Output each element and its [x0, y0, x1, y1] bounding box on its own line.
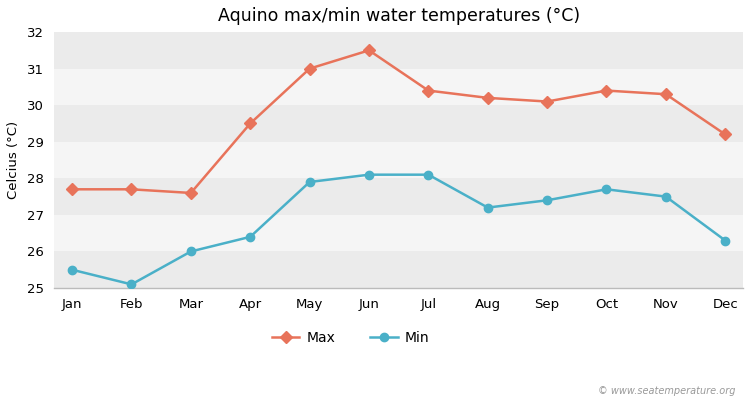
Min [721, 238, 730, 243]
Min [364, 172, 374, 177]
Max [127, 187, 136, 192]
Max [364, 48, 374, 53]
Max [246, 121, 255, 126]
Bar [54, 32, 743, 69]
Bar [54, 178, 743, 215]
Bar [54, 215, 743, 252]
Max [721, 132, 730, 137]
Min [305, 180, 314, 184]
Text: © www.seatemperature.org: © www.seatemperature.org [598, 386, 735, 396]
Bar [54, 142, 743, 178]
Max [68, 187, 76, 192]
Max [424, 88, 433, 93]
Bar [54, 105, 743, 142]
Max [305, 66, 314, 71]
Legend: Max, Min: Max, Min [266, 326, 435, 351]
Bar [54, 69, 743, 105]
Min [127, 282, 136, 287]
Min [186, 249, 195, 254]
Bar [54, 252, 743, 288]
Max [186, 190, 195, 195]
Line: Max: Max [68, 46, 730, 197]
Min [602, 187, 611, 192]
Max [542, 99, 551, 104]
Max [483, 96, 492, 100]
Title: Aquino max/min water temperatures (°C): Aquino max/min water temperatures (°C) [217, 7, 580, 25]
Min [662, 194, 670, 199]
Line: Min: Min [68, 170, 730, 288]
Min [424, 172, 433, 177]
Min [483, 205, 492, 210]
Min [542, 198, 551, 203]
Min [68, 267, 76, 272]
Y-axis label: Celcius (°C): Celcius (°C) [7, 121, 20, 199]
Max [602, 88, 611, 93]
Max [662, 92, 670, 97]
Min [246, 234, 255, 239]
